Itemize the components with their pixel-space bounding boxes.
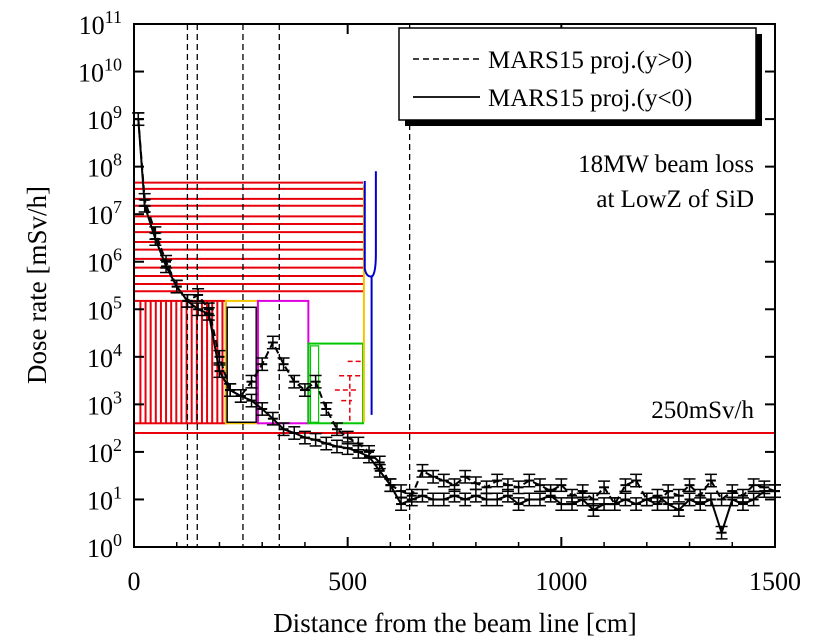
data-series — [132, 112, 781, 540]
y-tick-label: 106 — [87, 245, 122, 278]
y-tick-label: 107 — [87, 197, 122, 230]
legend-box — [398, 27, 757, 121]
geometry-beam-pipe — [363, 171, 377, 278]
y-tick-label: 105 — [87, 292, 122, 325]
y-tick-label: 103 — [87, 387, 122, 420]
y-axis-title: Dose rate [mSv/h] — [22, 186, 52, 384]
detector-geometry-overlay — [133, 171, 377, 425]
x-tick-label: 1500 — [749, 567, 801, 596]
geometry-yellow-block — [224, 299, 259, 425]
y-tick-label: 109 — [87, 102, 122, 135]
plot-frame — [133, 23, 776, 548]
reference-lines — [134, 24, 775, 547]
annotation-limit-label: 250mSv/h — [651, 397, 754, 424]
y-tick-label: 101 — [87, 482, 122, 515]
y-tick-label: 104 — [87, 340, 122, 373]
legend: MARS15 proj.(y>0) MARS15 proj.(y<0) — [398, 27, 762, 126]
annotation-beam-loss-line1: 18MW beam loss — [578, 151, 754, 178]
x-axis-title: Distance from the beam line [cm] — [273, 608, 637, 638]
annotation-beam-loss-line2: at LowZ of SiD — [596, 186, 754, 213]
x-tick-label: 1000 — [535, 567, 587, 596]
y-tick-label: 1010 — [78, 55, 122, 88]
y-tick-label: 102 — [87, 435, 122, 468]
legend-label-y-positive: MARS15 proj.(y>0) — [488, 47, 692, 74]
series-line-y-negative — [137, 119, 775, 536]
axis-ticks: 0 500 1000 1500 100 101 102 103 104 105 106 107 108 1… — [78, 7, 801, 596]
x-tick-label: 500 — [328, 567, 367, 596]
y-tick-label: 1011 — [79, 7, 122, 40]
x-tick-label: 0 — [128, 567, 141, 596]
legend-label-y-negative: MARS15 proj.(y<0) — [488, 85, 692, 112]
y-tick-label: 100 — [87, 530, 122, 563]
geometry-inner-black-block — [226, 306, 257, 424]
y-tick-label: 108 — [87, 150, 122, 183]
